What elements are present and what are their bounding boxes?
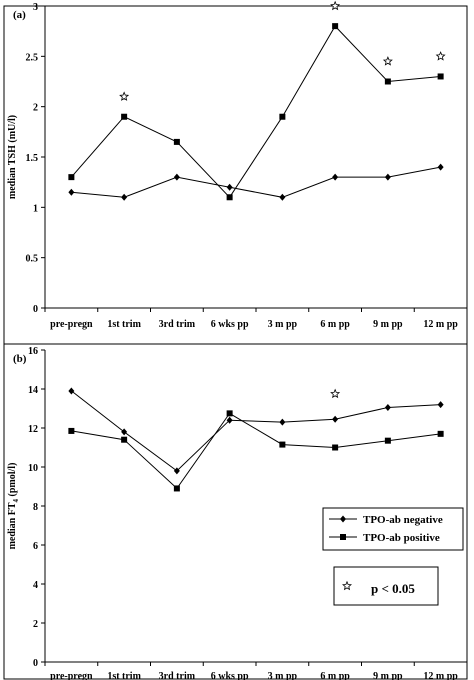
- data-point-pos: [384, 437, 391, 444]
- significance-star-icon: [382, 56, 393, 66]
- data-point-pos: [68, 427, 75, 434]
- data-point-neg: [121, 193, 128, 201]
- data-point-pos: [226, 194, 233, 201]
- data-point-neg: [68, 387, 75, 395]
- x-tick-label: 6 m pp: [320, 319, 350, 330]
- y-tick-label: 16: [28, 346, 38, 357]
- data-point-neg: [332, 173, 339, 181]
- series-line-neg: [71, 166, 441, 198]
- data-point-pos: [437, 73, 444, 80]
- y-tick-label: 8: [33, 502, 38, 513]
- data-point-neg: [173, 467, 180, 475]
- significance-star-icon: [119, 91, 130, 101]
- data-point-neg: [384, 404, 391, 412]
- data-point-neg: [437, 163, 444, 171]
- y-tick-label: 4: [33, 580, 38, 591]
- data-point-neg: [173, 173, 180, 181]
- data-point-neg: [226, 416, 233, 424]
- significance-star-icon: [330, 388, 341, 399]
- x-tick-label: 1st trim: [107, 671, 141, 680]
- significance-key-star-icon: [342, 580, 352, 591]
- data-point-neg: [121, 428, 128, 436]
- y-tick-label: 0: [33, 304, 38, 315]
- x-tick-label: pre-pregn: [50, 319, 93, 330]
- data-point-neg: [279, 418, 286, 426]
- y-axis-label-text: median TSH (mU/l): [7, 115, 18, 199]
- data-point-pos: [173, 138, 180, 145]
- legend-label-neg: TPO-ab negative: [363, 514, 443, 526]
- data-point-neg: [279, 193, 286, 201]
- significance-star-icon: [435, 51, 446, 61]
- data-point-pos: [121, 113, 128, 120]
- data-point-pos: [332, 23, 339, 30]
- legend-marker-pos: [340, 534, 346, 540]
- x-tick-label: 12 m pp: [423, 671, 458, 680]
- x-tick-label: 6 m pp: [320, 671, 350, 680]
- y-tick-label: 10: [28, 463, 38, 474]
- x-tick-label: pre-pregn: [50, 671, 93, 680]
- data-point-neg: [68, 188, 75, 196]
- series-line-pos: [71, 25, 441, 199]
- x-tick-label: 6 wks pp: [211, 671, 249, 680]
- panel-a-chart: (a) 0 0.5 1 1.5 2 2.5 3 pre-pregn 1st trim 3rd tri…: [3, 0, 468, 345]
- data-point-pos: [121, 436, 128, 443]
- y-axis-label-unit: (pmol/l): [7, 463, 18, 499]
- significance-star-icon: [330, 0, 341, 11]
- y-tick-label: 14: [28, 385, 38, 396]
- data-point-neg: [384, 173, 391, 181]
- x-tick-label: 6 wks pp: [211, 319, 249, 330]
- data-point-pos: [332, 444, 339, 451]
- legend-box: [322, 507, 464, 551]
- y-axis-label-text: median FT: [7, 502, 18, 549]
- panel-label: (a): [13, 9, 26, 21]
- y-tick-label: 2: [33, 103, 38, 114]
- data-point-pos: [226, 410, 233, 417]
- x-tick-label: 3rd trim: [159, 319, 196, 330]
- data-point-pos: [279, 441, 286, 448]
- panel-frame: [3, 343, 468, 680]
- x-tick-label: 9 m pp: [373, 319, 403, 330]
- x-tick-label: 1st trim: [107, 319, 141, 330]
- y-axis-label: median FT4 (pmol/l): [7, 463, 20, 550]
- y-tick-label: 0: [33, 658, 38, 669]
- significance-key-label: p < 0.05: [371, 581, 415, 596]
- panel-label: (b): [13, 353, 27, 365]
- x-tick-label: 3rd trim: [159, 671, 196, 680]
- data-point-pos: [384, 78, 391, 85]
- data-point-pos: [173, 485, 180, 492]
- y-tick-label: 1: [33, 203, 38, 214]
- y-tick-label: 3: [33, 2, 38, 13]
- y-axis-label-subscript: 4: [12, 498, 20, 502]
- y-tick-label: 2: [33, 619, 38, 630]
- panel-b-chart: (b) 0 2 4 6 8 10 12 14 16 pre-pregn 1st trim 3rd tri…: [3, 343, 468, 680]
- legend-label-pos: TPO-ab positive: [363, 532, 440, 544]
- data-point-neg: [437, 401, 444, 409]
- y-tick-label: 12: [28, 424, 38, 435]
- legend-marker-neg: [340, 515, 346, 523]
- x-tick-label: 12 m pp: [423, 319, 458, 330]
- significance-key-box: [333, 566, 439, 606]
- y-axis-label: median TSH (mU/l): [7, 115, 18, 199]
- y-tick-label: 0.5: [26, 254, 39, 265]
- data-point-pos: [279, 113, 286, 120]
- y-tick-label: 1.5: [26, 153, 39, 164]
- x-tick-label: 3 m pp: [268, 319, 298, 330]
- y-tick-label: 2.5: [26, 52, 39, 63]
- data-point-neg: [332, 415, 339, 423]
- data-point-pos: [437, 430, 444, 437]
- y-tick-label: 6: [33, 541, 38, 552]
- series-line-neg: [71, 390, 441, 472]
- x-tick-label: 3 m pp: [268, 671, 298, 680]
- data-point-pos: [68, 174, 75, 181]
- series-line-pos: [71, 412, 441, 490]
- data-point-neg: [226, 183, 233, 191]
- x-tick-label: 9 m pp: [373, 671, 403, 680]
